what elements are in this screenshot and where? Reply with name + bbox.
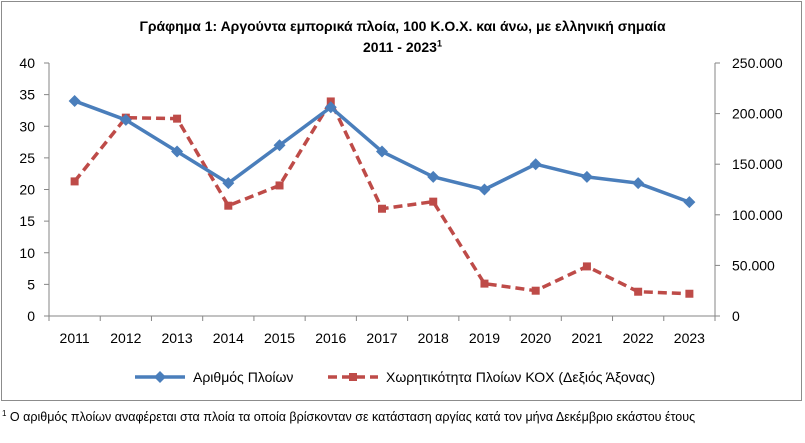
left-axis-tick-label: 0 <box>27 308 35 324</box>
chart-title: Γράφημα 1: Αργούντα εμπορικά πλοία, 100 … <box>2 16 803 58</box>
point-capacity <box>224 201 233 210</box>
right-axis-tick-label: 50.000 <box>732 257 775 273</box>
chart-title-line1: Γράφημα 1: Αργούντα εμπορικά πλοία, 100 … <box>139 18 666 34</box>
point-capacity <box>70 177 79 186</box>
right-axis-tick-label: 100.000 <box>732 207 783 223</box>
point-ships <box>324 101 337 114</box>
left-axis-tick-label: 20 <box>19 182 35 198</box>
point-ships <box>478 183 491 196</box>
x-axis-tick-label: 2014 <box>213 330 244 346</box>
point-capacity <box>582 262 591 271</box>
chart-title-line2: 2011 - 20231 <box>2 37 803 58</box>
chart-title-footnote-ref: 1 <box>436 38 442 49</box>
left-axis-tick-label: 25 <box>19 150 35 166</box>
x-axis-tick-label: 2017 <box>366 330 397 346</box>
point-ships <box>68 94 81 107</box>
point-capacity <box>685 289 694 298</box>
legend-label-capacity: Χωρητικότητα Πλοίων ΚΟΧ (Δεξιός Άξονας) <box>386 369 655 385</box>
point-ships <box>683 196 696 209</box>
point-ships <box>273 139 286 152</box>
left-axis-tick-label: 5 <box>27 276 35 292</box>
x-axis-tick-label: 2019 <box>469 330 500 346</box>
left-axis-tick-label: 30 <box>19 118 35 134</box>
point-capacity <box>634 287 643 296</box>
left-axis-tick-label: 10 <box>19 245 35 261</box>
point-ships <box>632 177 645 190</box>
x-axis-tick-label: 2013 <box>161 330 192 346</box>
series-line-capacity <box>73 99 690 296</box>
point-capacity <box>480 279 489 288</box>
right-axis-tick-label: 250.000 <box>732 55 783 71</box>
x-axis-tick-label: 2016 <box>315 330 346 346</box>
right-axis-tick-label: 200.000 <box>732 106 783 122</box>
x-axis-tick-label: 2011 <box>60 330 90 346</box>
line-chart: 0 5 10 15 20 25 30 35 40 0 50.000 100.000 150.000 200… <box>19 55 783 385</box>
x-axis-tick-label: 2023 <box>674 330 705 346</box>
legend-marker-capacity <box>349 373 357 381</box>
point-capacity <box>429 197 438 206</box>
point-capacity <box>275 181 284 190</box>
right-axis-tick-label: 0 <box>732 308 740 324</box>
point-ships <box>376 145 388 158</box>
legend-label-ships: Αριθμός Πλοίων <box>193 369 293 385</box>
left-axis-tick-label: 35 <box>19 87 35 103</box>
point-ships <box>222 177 235 190</box>
footnote-text: Ο αριθμός πλοίων αναφέρεται στα πλοία τα… <box>6 410 696 425</box>
point-ships <box>580 170 593 183</box>
x-axis-tick-label: 2012 <box>110 330 141 346</box>
point-ships <box>529 158 542 171</box>
x-axis-tick-label: 2021 <box>571 330 602 346</box>
x-axis-tick-label: 2022 <box>623 330 654 346</box>
point-capacity <box>173 114 182 123</box>
legend-marker-ships <box>154 371 166 383</box>
footnote-ref: 1 <box>2 409 7 418</box>
chart-frame: Γράφημα 1: Αργούντα εμπορικά πλοία, 100 … <box>1 1 802 401</box>
x-axis-tick-label: 2015 <box>264 330 295 346</box>
x-axis-tick-label: 2018 <box>418 330 449 346</box>
left-axis-tick-label: 40 <box>19 55 35 71</box>
left-axis-tick-label: 15 <box>19 213 35 229</box>
point-capacity <box>378 204 386 213</box>
point-ships <box>119 113 132 126</box>
point-ships <box>427 170 440 183</box>
point-capacity <box>531 286 540 295</box>
point-ships <box>171 145 184 158</box>
chart-title-years: 2011 - 2023 <box>363 39 437 55</box>
footnote: 1 Ο αριθμός πλοίων αναφέρεται στα πλοία … <box>2 409 802 424</box>
right-axis-tick-label: 150.000 <box>732 156 783 172</box>
x-axis-tick-label: 2020 <box>520 330 551 346</box>
